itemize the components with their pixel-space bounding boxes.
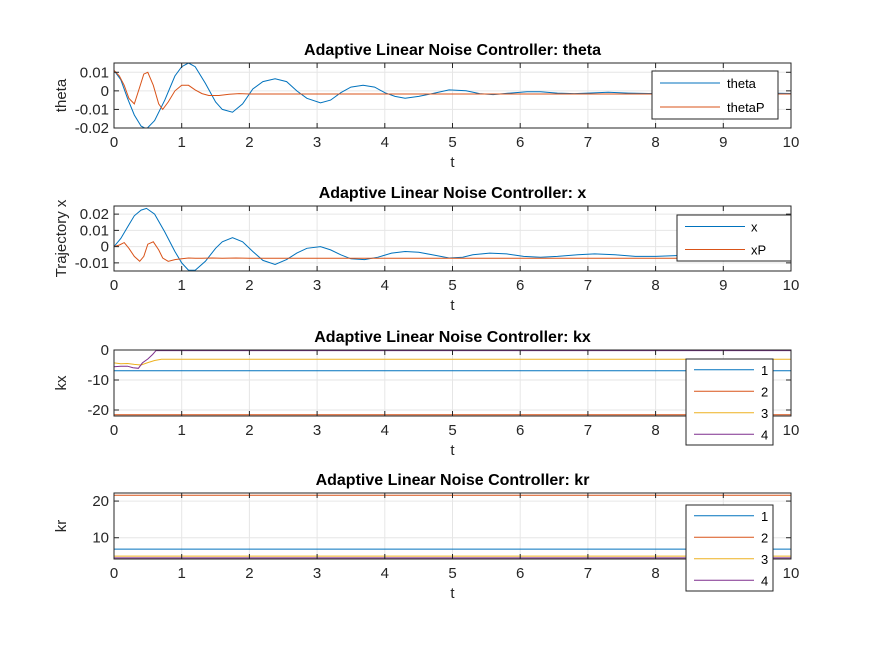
x-tick-label: 4 (381, 565, 389, 582)
subplot-1: 0 1 2 3 4 5 6 7 8 9 10 0.01 0-0.01 -0.02 Adaptive Line… (53, 42, 799, 171)
legend-label-1: 1 (761, 509, 768, 524)
x-tick-label: 8 (651, 422, 659, 439)
series-line-4 (114, 350, 791, 369)
legend-label-4: 4 (761, 427, 768, 442)
legend-label-2: 2 (761, 530, 768, 545)
chart-title: Adaptive Linear Noise Controller: x (319, 185, 587, 202)
x-tick-label: 5 (448, 422, 456, 439)
x-tick-label: 9 (719, 134, 727, 151)
y-axis-label: kx (53, 375, 70, 391)
x-axis-label: t (450, 585, 455, 602)
chart-title: Adaptive Linear Noise Controller: kr (316, 472, 590, 489)
x-tick-label: 3 (313, 422, 321, 439)
y-tick-label: 0 (101, 342, 109, 359)
x-tick-label: 0 (110, 422, 118, 439)
x-tick-label: 10 (783, 277, 800, 294)
series-line-3 (114, 358, 791, 366)
legend: 1 2 3 4 (685, 358, 774, 446)
y-tick-label: 0 (101, 239, 109, 256)
x-tick-label: 5 (448, 134, 456, 151)
x-tick-label: 6 (516, 134, 524, 151)
x-tick-label: 3 (313, 277, 321, 294)
y-tick-label: 10 (92, 530, 109, 547)
x-tick-label: 7 (584, 565, 592, 582)
legend: 1 2 3 4 (685, 504, 774, 592)
subplot-4: 0123456789102010Adaptive Linear Noise Co… (53, 472, 799, 602)
legend-box (676, 214, 792, 262)
y-tick-label: 0 (101, 83, 109, 100)
y-tick-label: -0.02 (75, 120, 109, 137)
legend-label-x: x (751, 220, 758, 235)
x-tick-label: 0 (110, 277, 118, 294)
x-axis-label: t (450, 442, 455, 459)
x-tick-label: 4 (381, 422, 389, 439)
x-tick-label: 2 (245, 134, 253, 151)
legend-box (685, 358, 774, 446)
x-tick-label: 4 (381, 134, 389, 151)
y-axis-label: Trajectory x (53, 199, 70, 277)
y-axis-label: kr (53, 520, 70, 533)
legend: theta thetaP (651, 70, 779, 120)
legend-label-3: 3 (761, 552, 768, 567)
x-tick-label: 0 (110, 134, 118, 151)
legend-label-thetaP: thetaP (727, 100, 765, 115)
x-axis-label: t (450, 154, 455, 171)
x-tick-label: 7 (584, 134, 592, 151)
series-line-thetaP (114, 70, 791, 111)
x-tick-label: 1 (178, 422, 186, 439)
x-tick-label: 10 (783, 422, 800, 439)
x-tick-label: 3 (313, 565, 321, 582)
x-tick-label: 4 (381, 277, 389, 294)
chart-title: Adaptive Linear Noise Controller: theta (304, 42, 601, 59)
x-tick-label: 8 (651, 565, 659, 582)
x-tick-label: 1 (178, 565, 186, 582)
legend-label-1: 1 (761, 363, 768, 378)
x-tick-label: 5 (448, 277, 456, 294)
x-tick-label: 2 (245, 422, 253, 439)
x-tick-label: 10 (783, 134, 800, 151)
x-tick-label: 3 (313, 134, 321, 151)
y-tick-label: 20 (92, 493, 109, 510)
series-line-xP (114, 241, 791, 263)
x-axis-label: t (450, 297, 455, 314)
y-tick-label: -0.01 (75, 255, 109, 272)
x-tick-label: 1 (178, 277, 186, 294)
x-tick-label: 5 (448, 565, 456, 582)
x-tick-label: 6 (516, 565, 524, 582)
y-tick-label: 0.01 (80, 64, 109, 81)
legend-box (685, 504, 774, 592)
y-tick-label: -20 (87, 402, 109, 419)
x-tick-label: 7 (584, 422, 592, 439)
y-tick-label: -10 (87, 372, 109, 389)
y-axis-label: theta (53, 78, 70, 112)
x-tick-label: 6 (516, 277, 524, 294)
x-tick-label: 0 (110, 565, 118, 582)
y-tick-label: 0.01 (80, 222, 109, 239)
legend-label-3: 3 (761, 406, 768, 421)
x-tick-label: 10 (783, 565, 800, 582)
chart-title: Adaptive Linear Noise Controller: kx (314, 329, 591, 346)
legend-label-xP: xP (751, 243, 766, 258)
x-tick-label: 2 (245, 277, 253, 294)
x-tick-label: 1 (178, 134, 186, 151)
x-tick-label: 8 (651, 134, 659, 151)
x-tick-label: 8 (651, 277, 659, 294)
legend-label-theta: theta (727, 76, 757, 91)
legend: x xP (676, 214, 792, 262)
x-tick-label: 2 (245, 565, 253, 582)
legend-label-2: 2 (761, 384, 768, 399)
y-tick-label: 0.02 (80, 206, 109, 223)
legend-box (651, 70, 779, 120)
x-tick-label: 7 (584, 277, 592, 294)
y-tick-label: -0.01 (75, 101, 109, 118)
legend-label-4: 4 (761, 573, 768, 588)
series-line-theta (114, 63, 791, 128)
x-tick-label: 6 (516, 422, 524, 439)
x-tick-label: 9 (719, 277, 727, 294)
